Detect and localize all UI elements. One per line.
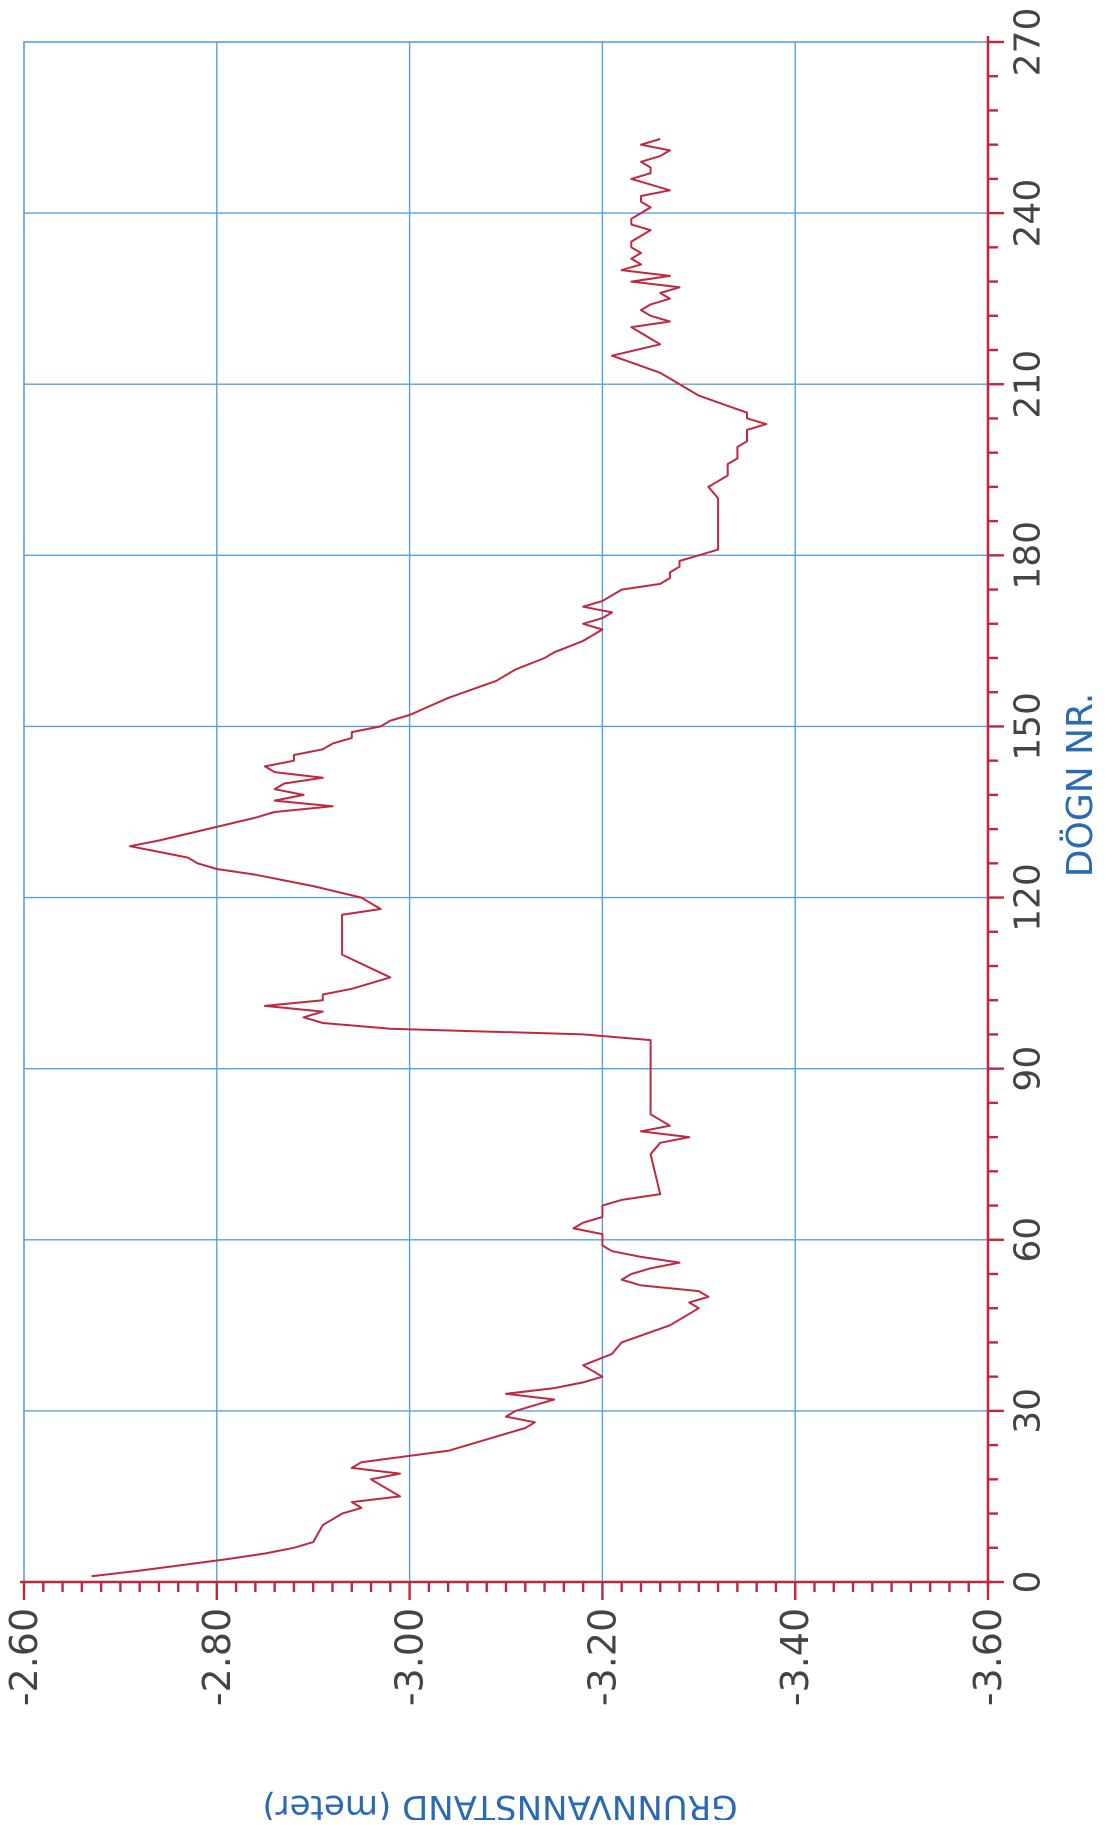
level-tick-label: -2.60 bbox=[2, 1608, 46, 1706]
level-tick-label: -3.40 bbox=[773, 1608, 817, 1706]
day-tick-label: 180 bbox=[1008, 521, 1049, 590]
day-tick-label: 240 bbox=[1008, 179, 1049, 248]
day-tick-label: 60 bbox=[1008, 1217, 1049, 1263]
day-tick-label: 270 bbox=[1008, 8, 1049, 77]
level-tick-label: -2.80 bbox=[195, 1608, 239, 1706]
series-line-0 bbox=[91, 138, 768, 1578]
day-tick-label: 0 bbox=[1008, 1571, 1049, 1594]
grid-lines bbox=[24, 42, 988, 1582]
x-axis-label: DÖGN NR. bbox=[1059, 693, 1101, 877]
axis-labels: DÖGN NR. GRUNNVANNSTAND (meter) bbox=[262, 693, 1101, 1825]
day-tick-label: 150 bbox=[1008, 692, 1049, 761]
y-axis-label: GRUNNVANNSTAND (meter) bbox=[262, 1787, 737, 1820]
day-tick-label: 120 bbox=[1008, 863, 1049, 932]
axes: 0 30 60 90 120 150 180 210 240 270 -2.60 -2.80 -3.00… bbox=[2, 8, 1049, 1707]
data-series bbox=[91, 138, 768, 1578]
level-tick-label: -3.20 bbox=[580, 1608, 624, 1706]
level-tick-label: -3.00 bbox=[388, 1608, 432, 1706]
day-tick-label: 30 bbox=[1008, 1388, 1049, 1434]
day-tick-label: 210 bbox=[1008, 350, 1049, 419]
day-tick-label: 90 bbox=[1008, 1046, 1049, 1092]
level-tick-label: -3.60 bbox=[966, 1608, 1010, 1706]
